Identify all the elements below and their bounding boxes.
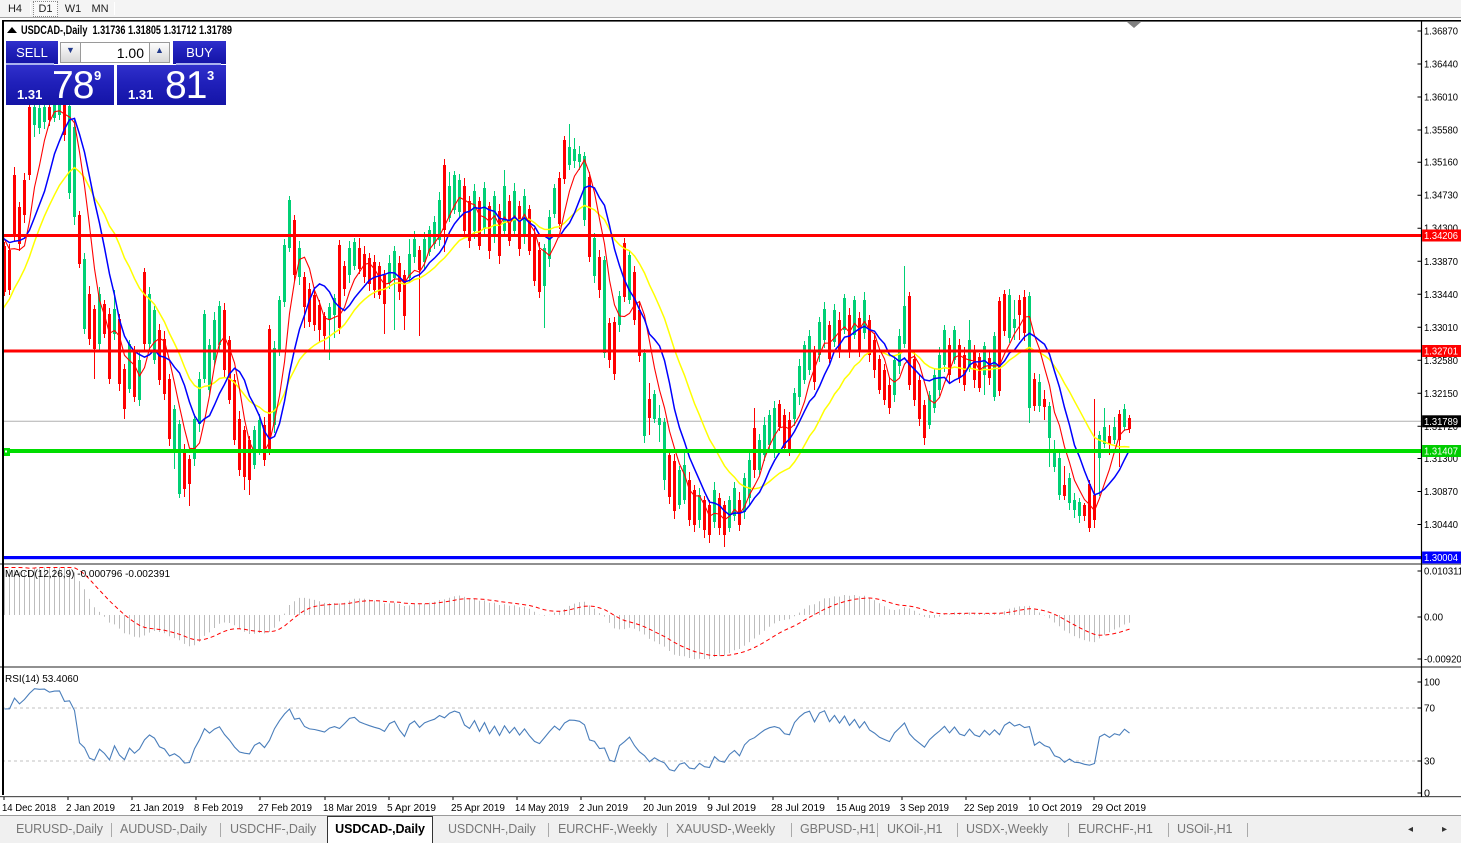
svg-text:1.31300: 1.31300 [1424,454,1458,465]
svg-text:2 Jun 2019: 2 Jun 2019 [579,803,628,814]
svg-text:1.36010: 1.36010 [1424,93,1458,104]
svg-text:1.33010: 1.33010 [1424,323,1458,334]
svg-text:0.010311: 0.010311 [1424,567,1461,578]
svg-text:70: 70 [1424,704,1435,715]
svg-text:0.00: 0.00 [1424,613,1443,624]
svg-text:1.36870: 1.36870 [1424,27,1458,38]
svg-text:1.30004: 1.30004 [1424,553,1458,564]
svg-text:3 Sep 2019: 3 Sep 2019 [900,803,949,814]
svg-text:29 Oct 2019: 29 Oct 2019 [1092,803,1146,814]
svg-text:1.32580: 1.32580 [1424,356,1458,367]
svg-text:1.33870: 1.33870 [1424,257,1458,268]
svg-text:1.33440: 1.33440 [1424,290,1458,301]
svg-text:1.36440: 1.36440 [1424,60,1458,71]
svg-text:1.34300: 1.34300 [1424,224,1458,235]
svg-text:27 Feb 2019: 27 Feb 2019 [258,803,312,814]
svg-text:-0.009203: -0.009203 [1424,655,1461,666]
svg-text:9 Jul 2019: 9 Jul 2019 [707,803,756,814]
svg-text:100: 100 [1424,678,1440,689]
svg-text:14 Dec 2018: 14 Dec 2018 [2,803,56,814]
svg-text:1.32701: 1.32701 [1424,347,1458,358]
svg-text:5 Apr 2019: 5 Apr 2019 [387,803,436,814]
svg-text:18 Mar 2019: 18 Mar 2019 [323,803,377,814]
svg-text:RSI(14) 53.4060: RSI(14) 53.4060 [5,674,79,685]
svg-text:30: 30 [1424,757,1435,768]
svg-text:15 Aug 2019: 15 Aug 2019 [836,803,890,814]
svg-text:28 Jul 2019: 28 Jul 2019 [771,803,825,814]
svg-text:1.31789: 1.31789 [1424,417,1458,428]
svg-text:1.34206: 1.34206 [1424,231,1458,242]
svg-text:25 Apr 2019: 25 Apr 2019 [451,803,505,814]
svg-text:0: 0 [1424,789,1430,800]
svg-text:MACD(12,26,9) -0.000796 -0.002: MACD(12,26,9) -0.000796 -0.002391 [5,569,171,580]
svg-text:20 Jun 2019: 20 Jun 2019 [643,803,697,814]
svg-text:1.30440: 1.30440 [1424,520,1458,531]
svg-text:1.31407: 1.31407 [1424,447,1458,458]
svg-text:1.32150: 1.32150 [1424,389,1458,400]
svg-text:14 May 2019: 14 May 2019 [515,803,569,814]
svg-text:8 Feb 2019: 8 Feb 2019 [194,803,243,814]
svg-text:1.35580: 1.35580 [1424,126,1458,137]
svg-text:21 Jan 2019: 21 Jan 2019 [130,803,184,814]
svg-text:2 Jan 2019: 2 Jan 2019 [66,803,115,814]
svg-text:1.35160: 1.35160 [1424,158,1458,169]
svg-text:1.30870: 1.30870 [1424,487,1458,498]
svg-text:22 Sep 2019: 22 Sep 2019 [964,803,1018,814]
svg-text:USDCAD-,Daily 1.31736 1.31805: USDCAD-,Daily 1.31736 1.31805 1.31712 1.… [21,23,232,37]
svg-text:1.34730: 1.34730 [1424,191,1458,202]
svg-text:10 Oct 2019: 10 Oct 2019 [1028,803,1082,814]
